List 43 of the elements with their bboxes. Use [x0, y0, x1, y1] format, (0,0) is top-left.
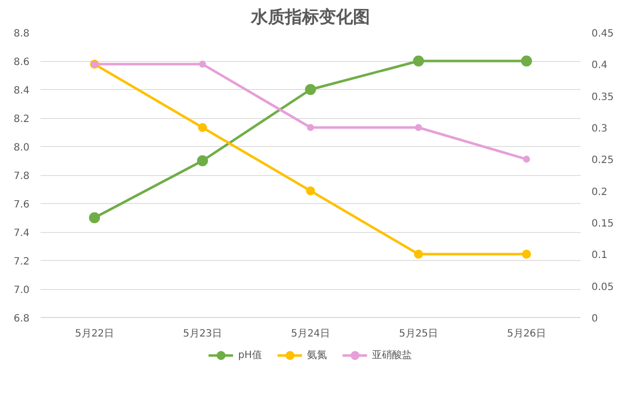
x-tick-label: 5月25日	[398, 328, 438, 340]
legend-label: 氨氮	[306, 349, 327, 362]
y-tick-label: 6.8	[14, 314, 30, 324]
point	[521, 56, 532, 66]
x-tick-label: 5月22日	[74, 328, 114, 340]
y-tick-label: 8.8	[14, 28, 30, 40]
legend-label: pH值	[238, 349, 262, 362]
y-tick-label: 7.2	[14, 256, 30, 268]
chart-title: 水质指标变化图	[250, 8, 370, 28]
y-tick-label: 8.4	[14, 86, 30, 96]
x-tick-label: 5月23日	[182, 328, 222, 340]
point	[306, 186, 315, 196]
y-tick-label: 8.2	[14, 114, 30, 125]
y2-tick-label: 0.4	[592, 60, 608, 72]
y2-tick-label: 0.35	[592, 92, 614, 103]
y2-tick-label: 0.15	[592, 218, 614, 230]
point	[198, 123, 207, 132]
legend-label: 亚硝酸盐	[372, 348, 412, 362]
point	[307, 124, 314, 131]
y-tick-label: 8.6	[14, 57, 30, 68]
point	[415, 124, 422, 131]
point	[305, 84, 316, 95]
y2-tick-label: 0.45	[592, 28, 614, 40]
y-tick-label: 7.6	[14, 200, 30, 210]
y2-tick-label: 0.3	[592, 124, 608, 134]
y2-tick-label: 0.25	[592, 155, 614, 166]
point	[89, 212, 100, 224]
x-tick-label: 5月26日	[506, 328, 546, 340]
y2-tick-label: 0.05	[592, 282, 614, 293]
point	[199, 60, 206, 68]
y-tick-label: 7.8	[14, 171, 30, 182]
point	[197, 155, 208, 166]
y2-tick-label: 0.1	[592, 250, 608, 262]
y-tick-label: 7.0	[14, 285, 30, 296]
y2-tick-label: 0.2	[592, 186, 608, 198]
y-tick-label: 7.4	[14, 228, 30, 239]
point	[523, 156, 530, 163]
point	[413, 56, 424, 66]
y-tick-label: 8.0	[14, 142, 30, 154]
x-tick-label: 5月24日	[290, 328, 330, 340]
point	[522, 250, 531, 259]
point	[414, 250, 423, 259]
y2-tick-label: 0	[592, 314, 598, 324]
